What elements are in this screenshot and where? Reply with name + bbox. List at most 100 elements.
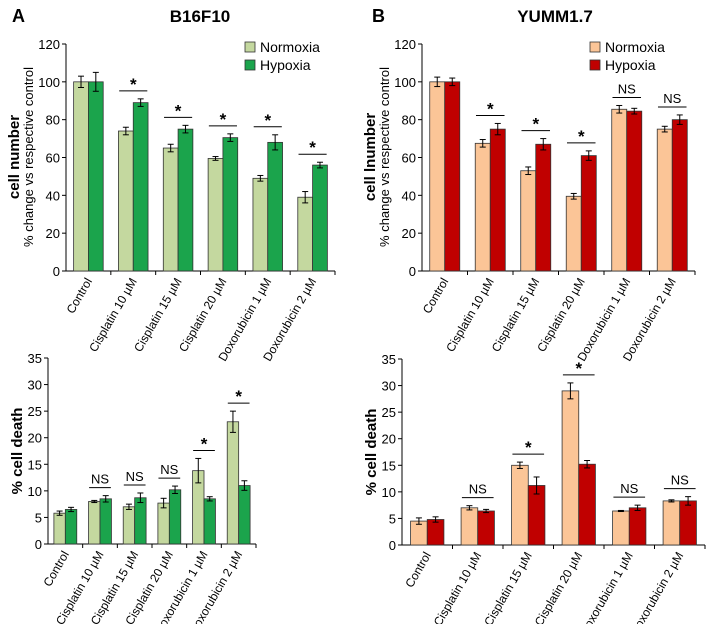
bar [679,500,697,546]
y-tick-label: 20 [402,226,416,241]
x-tick-label: Control [64,276,95,317]
y-axis-sublabel: % change vs respective control [21,67,36,247]
bar [511,464,529,546]
y-tick-label: 0 [409,264,416,279]
x-tick-label: Control [402,550,433,591]
legend-label: Hypoxia [260,57,311,73]
y-tick-label: 40 [402,188,416,203]
significance-label: NS [160,462,178,477]
bar [628,507,647,546]
significance-label: * [175,101,182,120]
significance-label: * [235,387,242,406]
y-tick-label: 25 [28,404,42,419]
significance-label: NS [618,81,636,96]
bar [671,119,688,272]
bar [656,128,673,272]
y-tick-label: 20 [46,226,60,241]
significance-label: * [575,359,582,378]
significance-label: NS [671,473,689,488]
panel-letter: A [12,6,25,26]
y-tick-label: 40 [46,188,60,203]
y-tick-label: 15 [382,458,396,473]
significance-label: * [309,138,316,157]
y-tick-label: 60 [46,151,60,166]
y-tick-label: 80 [46,113,60,128]
y-axis-label: cell lnumber [362,113,379,202]
significance-label: * [525,438,532,457]
y-tick-label: 5 [389,511,396,526]
bar [88,81,104,272]
bar [426,519,445,546]
y-tick-label: 35 [382,352,396,367]
x-tick-label: Cisplatin 20 µM [532,550,586,624]
bar [312,164,328,272]
significance-label: * [578,127,585,146]
y-tick-label: 10 [28,484,42,499]
x-tick-label: Control [420,276,451,317]
chart-title: YUMM1.7 [517,7,593,26]
x-tick-label: Cisplatin 10 µM [431,550,485,624]
y-tick-label: 30 [28,378,42,393]
bar [561,390,580,546]
significance-label: NS [663,91,681,106]
significance-label: * [130,75,137,94]
bar [203,498,216,545]
bar [238,485,251,545]
bar [226,421,240,545]
y-axis-label: cell number [6,115,23,199]
y-tick-label: 20 [382,432,396,447]
bar [64,509,78,545]
bar [578,463,596,546]
bar [252,177,269,272]
x-tick-label: Cisplatin 15 µM [131,276,185,355]
chart-panel-1: A B16F10 cell number% change vs respective… [6,6,336,364]
bar [297,196,313,272]
y-tick-label: 0 [389,538,396,553]
significance-label: * [487,99,494,118]
bar [122,506,136,545]
bar [207,158,224,272]
bar [162,147,179,272]
x-tick-label: Cisplatin 10 µM [443,276,497,355]
significance-label: * [220,110,227,129]
y-tick-label: 35 [28,351,42,366]
bar [132,102,149,272]
y-axis-label: % cell death [9,408,26,495]
bar [535,143,552,272]
y-tick-label: 120 [38,37,60,52]
significance-label: NS [91,472,109,487]
chart-panel-2: B YUMM1.7 cell lnumber% change vs respecti… [362,6,696,364]
bar [157,502,170,545]
y-tick-label: 100 [38,75,60,90]
bar [222,137,239,272]
bar [53,512,66,545]
bar [477,510,495,546]
significance-label: * [201,434,208,453]
legend-label: Normoxia [260,39,320,55]
bar [626,110,643,272]
bar [565,195,582,272]
y-tick-label: 10 [382,485,396,500]
x-tick-label: Cisplatin 10 µM [86,276,140,355]
y-tick-label: 15 [28,457,42,472]
bar [88,501,101,545]
legend-swatch [244,59,256,71]
bar [612,510,630,546]
y-tick-label: 100 [394,75,416,90]
bar [444,81,461,272]
legend-swatch [244,41,256,53]
bar [489,128,506,272]
legend-swatch [589,41,601,53]
y-axis-label: % cell death [363,409,380,496]
y-tick-label: 30 [382,379,396,394]
bar [429,81,446,272]
bar [73,81,89,272]
y-tick-label: 60 [402,151,416,166]
bar [580,155,597,272]
y-tick-label: 5 [35,510,42,525]
y-axis-sublabel: % change vs respective control [377,67,392,247]
legend-label: Hypoxia [605,57,656,73]
chart-panel-3: % cell death05101520253035ControlCisplat… [9,351,257,624]
significance-label: NS [469,482,487,497]
